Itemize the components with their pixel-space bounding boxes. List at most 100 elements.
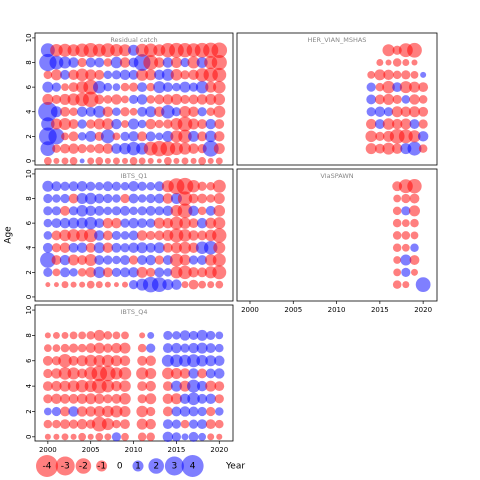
y-tick-label: 2 [25,409,33,413]
residual-bubble [170,393,182,405]
residual-bubble [60,267,70,278]
residual-bubble [145,355,156,366]
residual-bubble [188,255,199,265]
residual-bubble [136,266,148,278]
residual-bubble [181,157,189,165]
residual-bubble [374,119,385,129]
residual-bubble [77,132,87,141]
residual-bubble [77,368,88,379]
residual-bubble [43,344,52,352]
residual-bubble [87,433,94,440]
residual-bubble [120,267,130,278]
residual-bubble [43,157,52,165]
residual-bubble [385,59,392,66]
residual-bubble [173,157,180,164]
residual-bubble [121,120,129,128]
residual-bubble [119,405,131,417]
residual-bubble [178,265,192,280]
residual-bubble [153,217,165,229]
residual-bubble [67,380,80,392]
residual-bubble [137,82,148,93]
residual-bubble [162,94,174,105]
residual-bubble [67,367,80,380]
residual-bubble [68,343,79,353]
residual-bubble [103,70,113,80]
residual-bubble [212,228,227,243]
residual-bubble [418,95,428,104]
residual-bubble [211,54,227,71]
residual-bubble [43,267,53,277]
legend-label: 0 [117,462,123,472]
residual-bubble [205,81,217,93]
residual-bubble [187,392,200,406]
residual-bubble [60,406,70,417]
residual-bubble [179,254,191,266]
residual-bubble [102,267,113,278]
residual-bubble [128,242,139,253]
residual-bubble [121,281,129,288]
residual-bubble [162,255,173,265]
legend-label: -2 [79,462,88,472]
residual-bubble [128,118,140,130]
residual-bubble [104,281,111,288]
residual-bubble [76,217,88,229]
residual-bubble [411,59,418,66]
residual-bubble [190,157,197,164]
residual-bubble [102,118,114,130]
residual-bubble [85,393,97,405]
y-tick-label: 10 [25,306,33,315]
residual-bubble [58,367,72,380]
residual-bubble [418,82,429,93]
residual-bubble [366,82,376,92]
residual-bubble [94,193,105,204]
residual-bubble [212,253,226,267]
residual-bubble [145,380,156,392]
residual-bubble [85,130,97,142]
residual-bubble [392,218,402,228]
residual-bubble [188,106,199,117]
residual-bubble [76,181,88,192]
residual-bubble [382,142,395,155]
residual-bubble [68,82,79,93]
residual-bubble [102,405,114,418]
panel-title: Residual catch [110,36,157,44]
residual-bubble [212,265,227,280]
residual-bubble [52,268,61,277]
residual-bubble [163,119,173,129]
residual-bubble [93,355,106,367]
residual-bubble [151,277,167,293]
residual-bubble [119,380,131,392]
residual-bubble [401,267,411,277]
residual-bubble [402,281,410,289]
legend-bubble [36,455,58,477]
x-tick-label: 2015 [168,446,186,454]
residual-bubble [111,217,122,229]
residual-bubble [376,59,384,67]
residual-bubble [103,343,113,353]
residual-bubble [198,157,207,165]
residual-bubble [180,419,190,429]
legend-label: 4 [190,462,196,472]
residual-bubble [110,355,122,367]
residual-bubble [374,94,385,105]
residual-bubble [110,367,123,380]
y-tick-label: 4 [25,245,33,250]
x-tick-label: 2015 [371,306,389,314]
legend-label: 1 [135,462,141,472]
residual-bubble [51,255,62,265]
residual-bubble [393,194,402,203]
residual-bubble [197,393,208,404]
residual-bubble [216,433,223,440]
residual-bubble [409,94,420,105]
residual-bubble [206,107,215,116]
residual-bubble [84,254,97,267]
residual-bubble [382,80,395,94]
residual-bubble [196,329,208,341]
residual-bubble [179,368,191,379]
residual-bubble [119,355,131,366]
residual-bubble [120,218,130,228]
residual-bubble [179,406,191,417]
residual-bubble [68,254,80,266]
residual-bubble [418,144,428,153]
residual-bubble [38,102,58,122]
